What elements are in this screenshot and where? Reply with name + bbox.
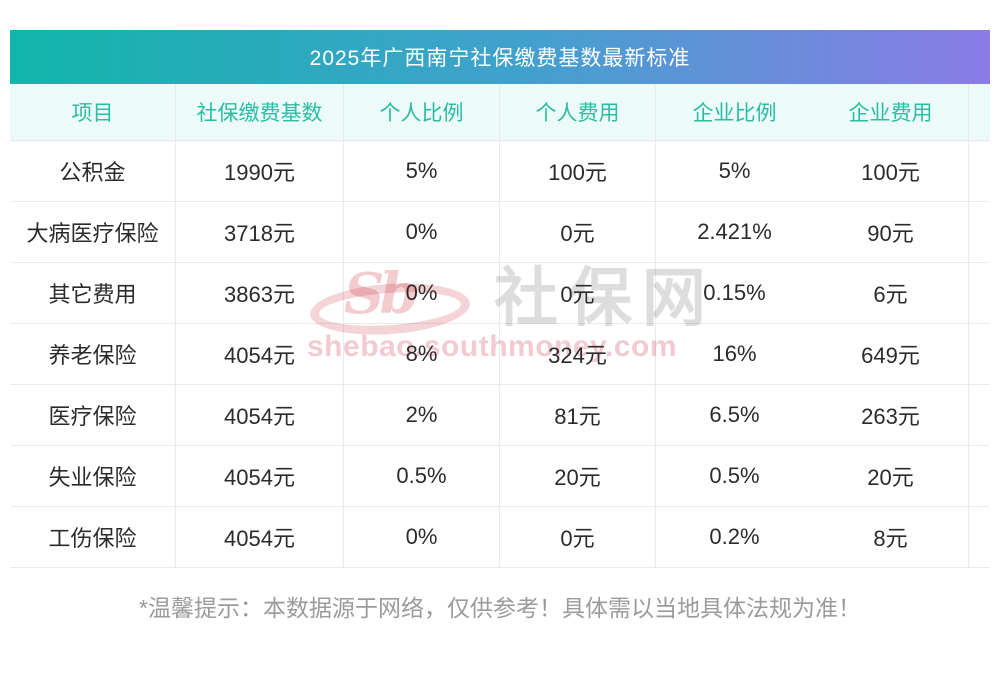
cell-company-fee: 8元 bbox=[813, 507, 969, 567]
cell-base: 1990元 bbox=[176, 141, 344, 201]
cell-company-rate: 0.15% bbox=[703, 280, 766, 305]
cell-company-fee: 100元 bbox=[813, 141, 969, 201]
cell-company-fee: 263元 bbox=[813, 385, 969, 445]
social-insurance-table: 项目 社保缴费基数 个人比例 个人费用 企业比例 企业费用 公积金 1990元 … bbox=[10, 84, 990, 568]
cell-base: 3718元 bbox=[176, 202, 344, 262]
table-title-banner: 2025年广西南宁社保缴费基数最新标准 bbox=[10, 30, 990, 84]
cell-personal-rate: 5% bbox=[344, 141, 500, 201]
cell-item: 失业保险 bbox=[10, 446, 176, 506]
cell-spacer bbox=[969, 324, 990, 384]
cell-personal-fee: 20元 bbox=[500, 446, 656, 506]
cell-item: 大病医疗保险 bbox=[10, 202, 176, 262]
cell-company-rate: 6.5% bbox=[709, 402, 760, 427]
table-row: 公积金 1990元 5% 100元 5% 100元 bbox=[10, 141, 990, 202]
table-row: 工伤保险 4054元 0% 0元 0.2% 8元 bbox=[10, 507, 990, 568]
cell-item: 其它费用 bbox=[10, 263, 176, 323]
cell-item: 工伤保险 bbox=[10, 507, 176, 567]
cell-personal-fee: 81元 bbox=[500, 385, 656, 445]
cell-item: 医疗保险 bbox=[10, 385, 176, 445]
cell-spacer bbox=[969, 385, 990, 445]
cell-company-fee: 20元 bbox=[813, 446, 969, 506]
cell-company-fee: 6元 bbox=[813, 263, 969, 323]
cell-personal-fee: 324元 bbox=[500, 324, 656, 384]
table-row: 医疗保险 4054元 2% 81元 6.5% 263元 bbox=[10, 385, 990, 446]
cell-personal-rate: 2% bbox=[344, 385, 500, 445]
table-row: 养老保险 4054元 8% 324元 16% 649元 bbox=[10, 324, 990, 385]
table-row: 失业保险 4054元 0.5% 20元 0.5% 20元 bbox=[10, 446, 990, 507]
cell-company-fee: 90元 bbox=[813, 202, 969, 262]
cell-personal-fee: 0元 bbox=[500, 507, 656, 567]
cell-base: 4054元 bbox=[176, 446, 344, 506]
cell-company-fee: 649元 bbox=[813, 324, 969, 384]
cell-item: 养老保险 bbox=[10, 324, 176, 384]
cell-base: 3863元 bbox=[176, 263, 344, 323]
header-cell-personal-rate: 个人比例 bbox=[344, 84, 500, 140]
cell-personal-fee: 0元 bbox=[500, 202, 656, 262]
cell-spacer bbox=[969, 263, 990, 323]
cell-item: 公积金 bbox=[10, 141, 176, 201]
cell-spacer bbox=[969, 507, 990, 567]
cell-personal-rate: 8% bbox=[344, 324, 500, 384]
header-cell-item: 项目 bbox=[10, 84, 176, 140]
cell-spacer bbox=[969, 141, 990, 201]
cell-company-rate: 0.2% bbox=[709, 524, 760, 549]
header-cell-base: 社保缴费基数 bbox=[176, 84, 344, 140]
cell-personal-fee: 100元 bbox=[500, 141, 656, 201]
table-header-row: 项目 社保缴费基数 个人比例 个人费用 企业比例 企业费用 bbox=[10, 84, 990, 141]
header-cell-personal-fee: 个人费用 bbox=[500, 84, 656, 140]
cell-spacer bbox=[969, 446, 990, 506]
table-row: 大病医疗保险 3718元 0% 0元 2.421% 90元 bbox=[10, 202, 990, 263]
cell-company-rate: 5% bbox=[718, 158, 751, 183]
header-cell-company-rate: 企业比例 bbox=[692, 102, 777, 125]
cell-personal-rate: 0% bbox=[344, 202, 500, 262]
cell-company-rate: 2.421% bbox=[697, 219, 772, 244]
header-cell-company-fee: 企业费用 bbox=[813, 84, 969, 140]
disclaimer-note: *温馨提示：本数据源于网络，仅供参考！具体需以当地具体法规为准！ bbox=[139, 595, 861, 621]
cell-spacer bbox=[969, 202, 990, 262]
cell-base: 4054元 bbox=[176, 507, 344, 567]
cell-company-rate: 0.5% bbox=[709, 463, 760, 488]
cell-personal-rate: 0% bbox=[344, 507, 500, 567]
cell-personal-fee: 0元 bbox=[500, 263, 656, 323]
cell-base: 4054元 bbox=[176, 324, 344, 384]
header-cell-spacer bbox=[969, 84, 990, 140]
table-title: 2025年广西南宁社保缴费基数最新标准 bbox=[309, 47, 691, 70]
cell-base: 4054元 bbox=[176, 385, 344, 445]
social-insurance-card: 2025年广西南宁社保缴费基数最新标准 项目 社保缴费基数 个人比例 个人费用 … bbox=[10, 30, 990, 623]
cell-personal-rate: 0.5% bbox=[344, 446, 500, 506]
cell-company-rate: 16% bbox=[712, 341, 757, 366]
table-row: 其它费用 3863元 0% 0元 0.15% 6元 bbox=[10, 263, 990, 324]
cell-personal-rate: 0% bbox=[344, 263, 500, 323]
